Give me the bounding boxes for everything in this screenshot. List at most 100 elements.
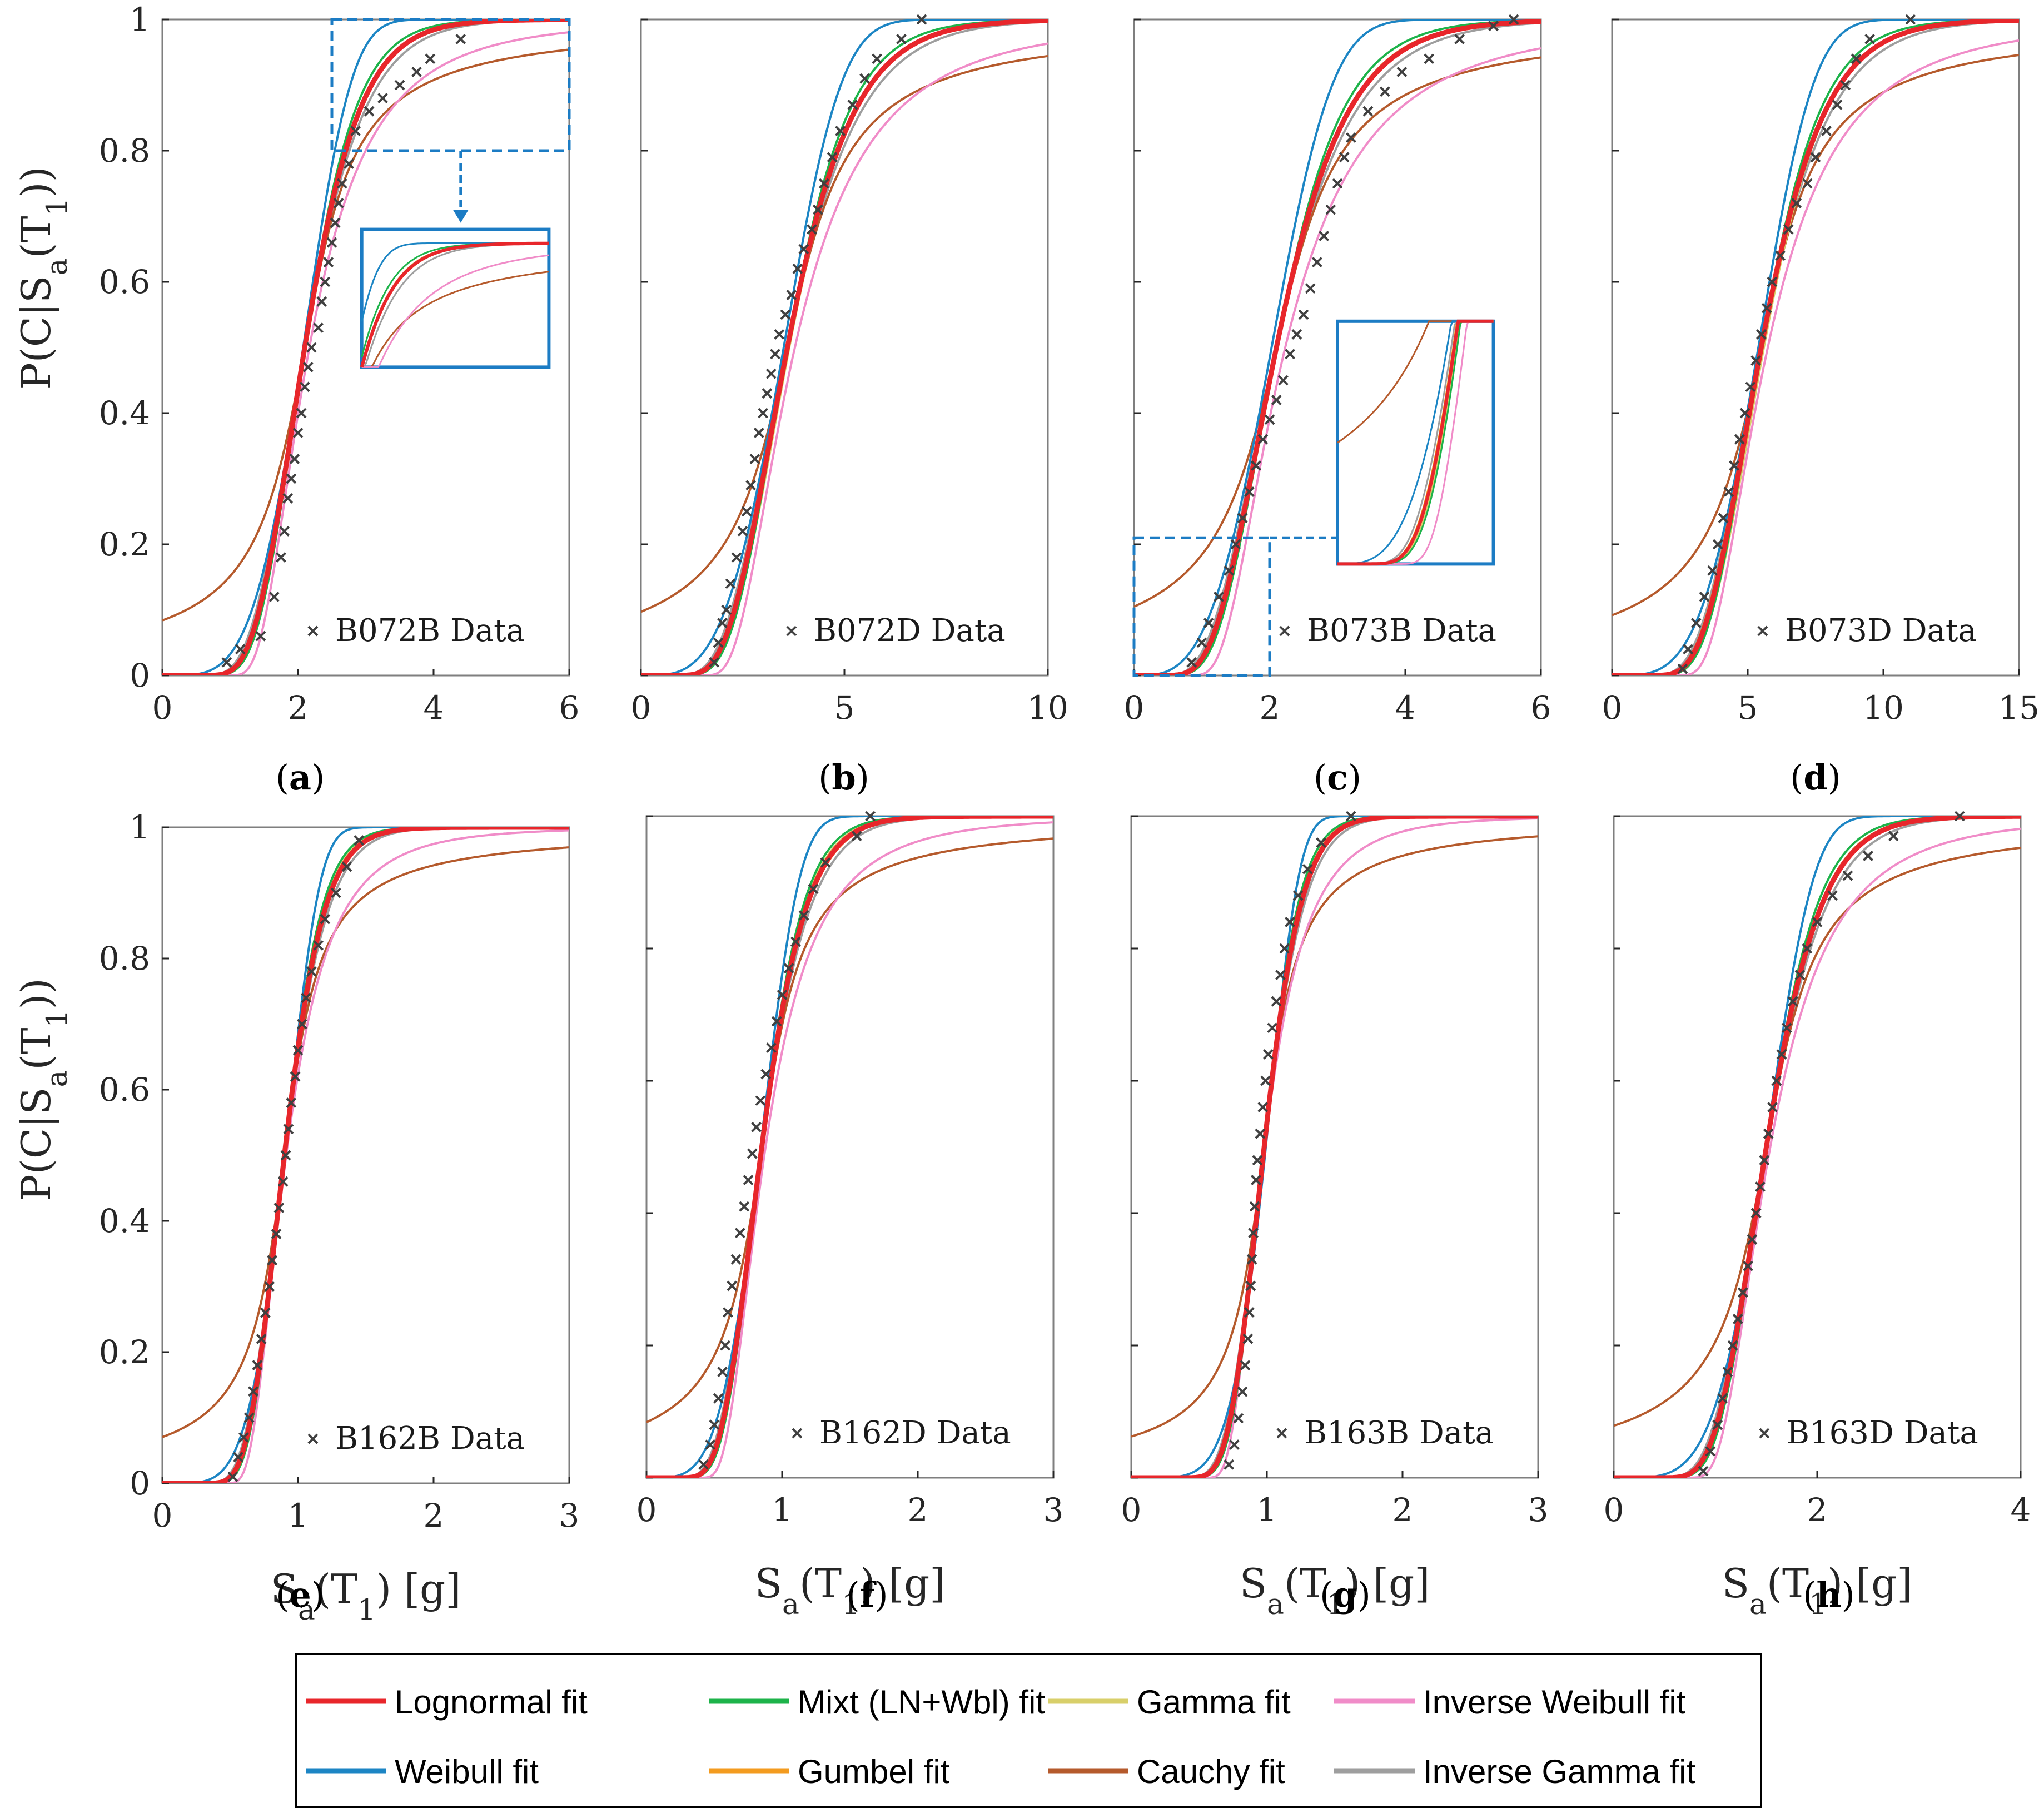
data-point-marker <box>1285 916 1295 927</box>
data-point-marker <box>1244 486 1255 498</box>
x-tick-label: 1 <box>1257 1491 1277 1529</box>
data-point-marker <box>753 427 764 438</box>
plot-area <box>1130 815 1539 1479</box>
zoom-region-box <box>330 18 571 152</box>
weibull-fit-line <box>1612 19 2019 675</box>
inverse-weibull-fit-line <box>1131 817 1538 1478</box>
data-point-marker <box>835 126 846 137</box>
data-point-marker <box>252 1360 263 1371</box>
data-point-marker <box>1705 1446 1716 1457</box>
data-point-marker <box>377 93 388 104</box>
data-point-marker <box>1224 565 1235 576</box>
panel-label: (c) <box>1314 757 1361 798</box>
data-point-marker <box>1763 1128 1774 1139</box>
cauchy-fit-line <box>1612 54 2019 617</box>
data-point-marker <box>1840 80 1851 91</box>
y-tick-label: 1 <box>130 1 150 38</box>
data-point-marker <box>847 99 858 110</box>
data-point-marker <box>1379 86 1390 97</box>
y-tick-label: 0.4 <box>99 394 150 432</box>
data-point-marker <box>330 887 341 898</box>
data-point-marker <box>747 1148 758 1159</box>
x-tick-label: 2 <box>1807 1491 1828 1529</box>
cauchy-fit-line <box>1614 846 2021 1427</box>
fit-curves <box>1131 816 1538 1478</box>
data-point-marker <box>737 525 748 537</box>
data-point-marker <box>233 1452 244 1463</box>
data-point-marker <box>739 1201 750 1212</box>
lognormal-fit-line <box>1131 816 1538 1478</box>
y-axis-label-top: P(C|Sa(T1)) <box>13 166 74 389</box>
legend-entry-cauchy: Cauchy fit <box>1048 1753 1285 1790</box>
cauchy-fit-line <box>1131 835 1538 1438</box>
data-point-marker <box>1683 644 1694 655</box>
data-legend-label: B163D Data <box>1787 1415 1978 1451</box>
data-point-marker <box>1291 329 1302 340</box>
data-point-marker <box>1745 381 1756 393</box>
panel-label: (d) <box>1790 757 1841 798</box>
lognormal-inset-line <box>1337 319 1494 566</box>
data-point-marker <box>264 1281 275 1292</box>
legend-entry-weibull: Weibull fit <box>306 1753 539 1790</box>
x-tick-label: 5 <box>1738 689 1758 727</box>
data-legend-label: B073B Data <box>1307 613 1496 649</box>
data-legend-label: B073D Data <box>1785 613 1977 649</box>
data-point-marker <box>1345 132 1356 143</box>
data-point-marker <box>1325 204 1336 215</box>
x-tick-label: 5 <box>834 689 855 727</box>
x-tick-label: 2 <box>288 689 309 727</box>
data-point-marker <box>1810 152 1821 163</box>
y-tick-label: 0 <box>130 1464 150 1502</box>
y-tick-label: 0.2 <box>99 1333 150 1371</box>
inverse-gamma-fit-line <box>1134 22 1541 675</box>
data-point-marker <box>1732 1313 1743 1324</box>
lognormal-fit-line <box>162 19 569 675</box>
data-point-marker <box>277 1176 289 1187</box>
data-point-marker <box>734 1228 745 1239</box>
panel-label: (f) <box>846 1574 888 1615</box>
data-point-marker <box>760 1069 772 1080</box>
x-tick-label: 4 <box>424 689 444 727</box>
data-point-marker <box>745 480 757 491</box>
data-point-marker <box>280 1150 291 1161</box>
data-point-marker <box>238 1432 249 1443</box>
data-point-marker <box>1802 178 1813 189</box>
data-point-marker <box>808 883 819 895</box>
cauchy-fit-line <box>641 54 1048 613</box>
data-point-marker <box>730 1254 742 1265</box>
y-tick-label: 1 <box>130 808 150 846</box>
data-point-marker <box>301 992 312 1004</box>
data-point-marker <box>1677 663 1688 674</box>
x-tick-label: 0 <box>152 689 173 727</box>
chart-panel-f: 0 1 2 3 B162D Data Sa(T1) [g](f) <box>636 811 1063 1621</box>
data-point-marker <box>1737 1287 1748 1298</box>
weibull-fit-line <box>162 827 569 1483</box>
legend-entry-mixt: Mixt (LN+Wbl) fit <box>709 1683 1045 1721</box>
y-tick-label: 0.8 <box>99 940 150 977</box>
data-point-marker <box>1249 1201 1260 1212</box>
data-point-marker <box>350 126 361 137</box>
data-point-marker <box>1722 1367 1733 1378</box>
data-point-marker <box>326 237 337 248</box>
data-point-marker <box>1277 375 1289 386</box>
x-tick-label: 0 <box>152 1497 173 1534</box>
data-point-marker <box>818 178 829 189</box>
cauchy-fit-line <box>646 837 1053 1423</box>
legend-label: Lognormal fit <box>395 1683 588 1721</box>
data-point-marker <box>1396 66 1408 77</box>
data-point-marker <box>1729 460 1740 471</box>
plot-area <box>161 826 570 1484</box>
data-point-marker <box>717 618 728 629</box>
data-point-marker <box>1712 539 1723 550</box>
data-point-marker <box>320 913 331 925</box>
lognormal-fit-line <box>646 816 1053 1478</box>
data-point-marker <box>721 604 732 615</box>
data-legend-marker <box>307 1433 319 1444</box>
panel-label: (g) <box>1320 1574 1371 1615</box>
data-point-marker <box>731 552 742 563</box>
y-axis-label-bottom: P(C|Sa(T1)) <box>13 978 74 1201</box>
data-point-marker <box>1727 1340 1738 1351</box>
legend-entry-inverse-gamma: Inverse Gamma fit <box>1334 1753 1695 1790</box>
data-point-marker <box>709 657 720 668</box>
data-point-marker <box>865 811 876 822</box>
